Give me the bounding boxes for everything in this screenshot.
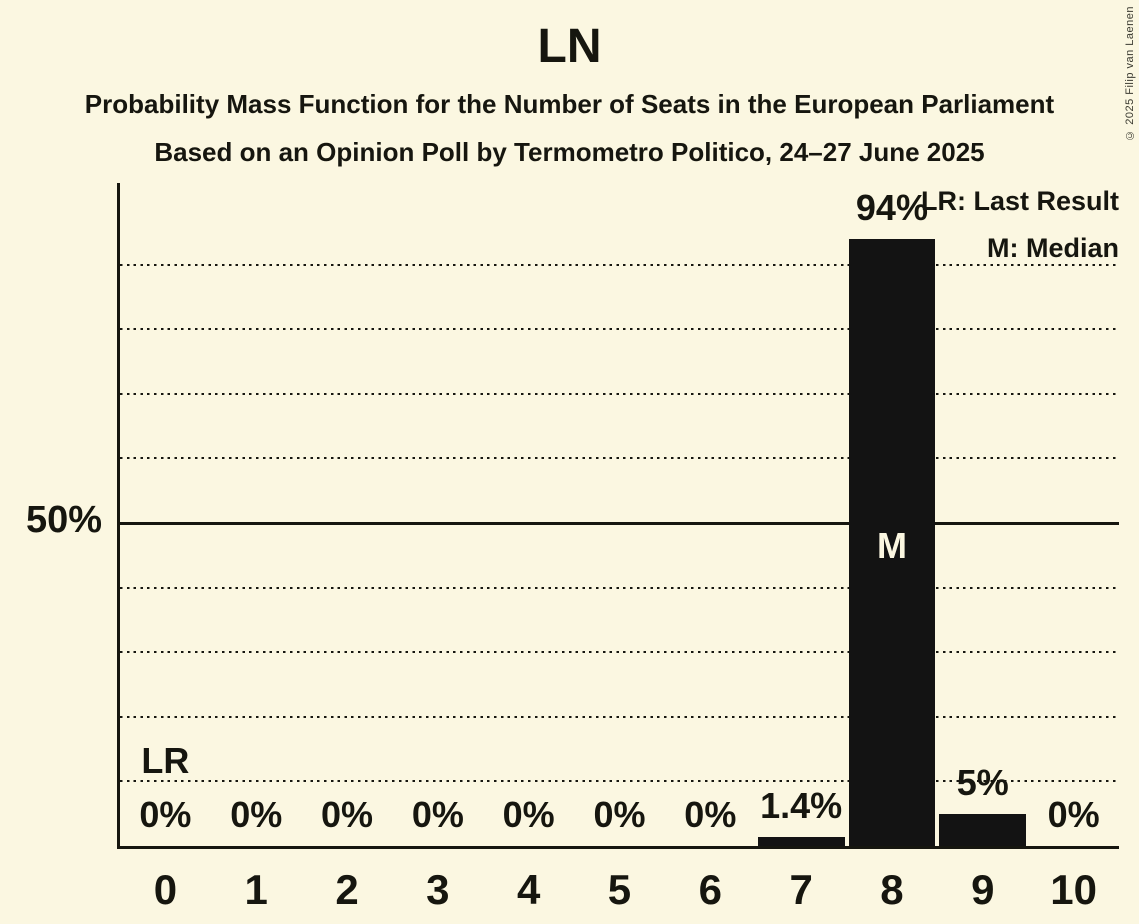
legend-last-result: LR: Last Result (920, 186, 1119, 216)
gridline-40-percent (120, 586, 1119, 589)
x-tick-label-8: 8 (880, 866, 904, 913)
x-tick-label-2: 2 (335, 866, 359, 913)
bar-value-label-6-seats: 0% (684, 794, 737, 835)
bar-value-label-4-seats: 0% (502, 794, 555, 835)
chart-subtitle-line1: Probability Mass Function for the Number… (84, 89, 1055, 119)
chart-title: LN (537, 20, 602, 73)
gridline-70-percent (120, 392, 1119, 395)
bar-value-label-8-seats: 94% (855, 186, 928, 228)
x-tick-label-0: 0 (153, 866, 178, 913)
chart-subtitle-line2: Based on an Opinion Poll by Termometro P… (154, 137, 985, 167)
gridline-60-percent (120, 457, 1119, 460)
gridline-80-percent (120, 328, 1119, 331)
x-tick-label-1: 1 (244, 866, 268, 913)
x-tick-label-3: 3 (426, 866, 450, 913)
x-tick-label-10: 10 (1050, 866, 1097, 913)
x-tick-label-7: 7 (789, 866, 813, 913)
bar-value-label-0-seats: 0% (139, 794, 192, 835)
gridline-10-percent (120, 780, 1119, 783)
bar-value-label-3-seats: 0% (411, 794, 464, 835)
bar-value-label-5-seats: 0% (593, 794, 646, 835)
bar-9-seats (939, 813, 1027, 846)
bar-8-seats (848, 238, 936, 846)
bar-value-label-10-seats: 0% (1047, 794, 1100, 835)
x-tick-label-9: 9 (971, 866, 995, 913)
y-axis-line (117, 183, 120, 849)
bar-value-label-1-seats: 0% (230, 794, 283, 835)
bar-value-label-2-seats: 0% (321, 794, 374, 835)
gridline-20-percent (120, 715, 1119, 718)
bar-value-label-7-seats: 1.4% (760, 784, 843, 826)
x-axis-line (117, 846, 1119, 849)
gridline-90-percent (120, 263, 1119, 266)
y-axis-50-percent-label: 50% (25, 499, 102, 541)
gridline-30-percent (120, 651, 1119, 654)
x-tick-label-4: 4 (516, 866, 541, 913)
bar-7-seats (757, 836, 845, 846)
median-marker: M (876, 525, 907, 566)
x-tick-label-6: 6 (698, 866, 722, 913)
x-tick-label-5: 5 (607, 866, 632, 913)
last-result-marker: LR (141, 740, 190, 781)
legend-median: M: Median (987, 233, 1119, 263)
bar-value-label-9-seats: 5% (956, 761, 1009, 803)
gridline-50-percent (120, 521, 1119, 525)
